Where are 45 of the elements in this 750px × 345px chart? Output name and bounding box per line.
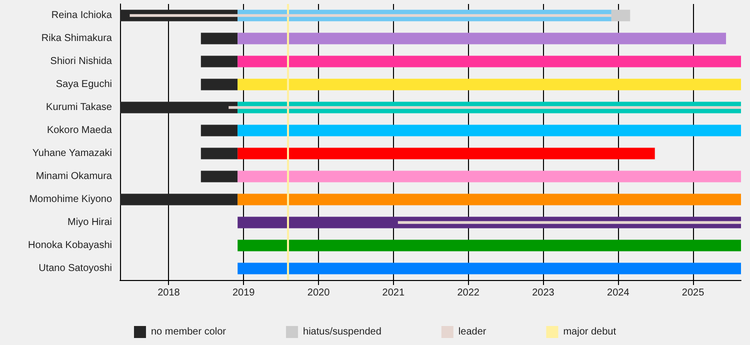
x-tick-label: 2020 [307, 288, 330, 298]
bar [130, 14, 612, 17]
bar [200, 78, 238, 90]
bar [238, 262, 741, 274]
legend-label: hiatus/suspended [303, 326, 382, 338]
y-tick-label: Miyo Hirai [68, 217, 112, 228]
y-tick-label: Saya Eguchi [56, 79, 112, 90]
x-tick-label: 2022 [457, 288, 480, 298]
bar [238, 148, 655, 160]
y-tick-label: Minami Okamura [36, 171, 112, 182]
x-tick-label: 2023 [532, 288, 555, 298]
bar [611, 10, 630, 22]
y-tick-label: Reina Ichioka [51, 10, 112, 21]
bar [238, 124, 741, 136]
y-tick-label: Momohime Kiyono [29, 194, 112, 205]
x-tick-label: 2018 [158, 288, 180, 298]
bar [238, 78, 741, 90]
bar [200, 148, 238, 160]
bar [238, 240, 741, 252]
bar [238, 170, 741, 182]
legend-label: major debut [563, 326, 616, 338]
legend-label: no member color [150, 326, 227, 338]
x-tick-label: 2021 [382, 288, 405, 298]
bar [120, 194, 238, 206]
x-tick-label: 2024 [607, 288, 630, 298]
bar [120, 102, 238, 114]
bar [200, 124, 238, 136]
bar [200, 56, 238, 68]
y-tick-label: Kurumi Takase [46, 102, 112, 113]
y-tick-label: Yuhane Yamazaki [32, 148, 112, 159]
y-tick-label: Kokoro Maeda [46, 125, 112, 136]
y-tick-label: Utano Satoyoshi [38, 263, 112, 274]
x-tick-label: 2019 [232, 288, 256, 298]
bar [228, 106, 741, 109]
bar [238, 56, 741, 68]
legend-label: leader [458, 326, 487, 338]
bar [238, 32, 726, 44]
y-tick-label: Honoka Kobayashi [28, 240, 112, 251]
bar [238, 194, 741, 206]
y-tick-label: Rika Shimakura [41, 33, 112, 44]
bar [200, 170, 238, 182]
y-tick-label: Shiori Nishida [50, 56, 112, 67]
bar [398, 221, 741, 224]
x-tick-label: 2025 [682, 288, 705, 298]
bar [200, 32, 238, 44]
